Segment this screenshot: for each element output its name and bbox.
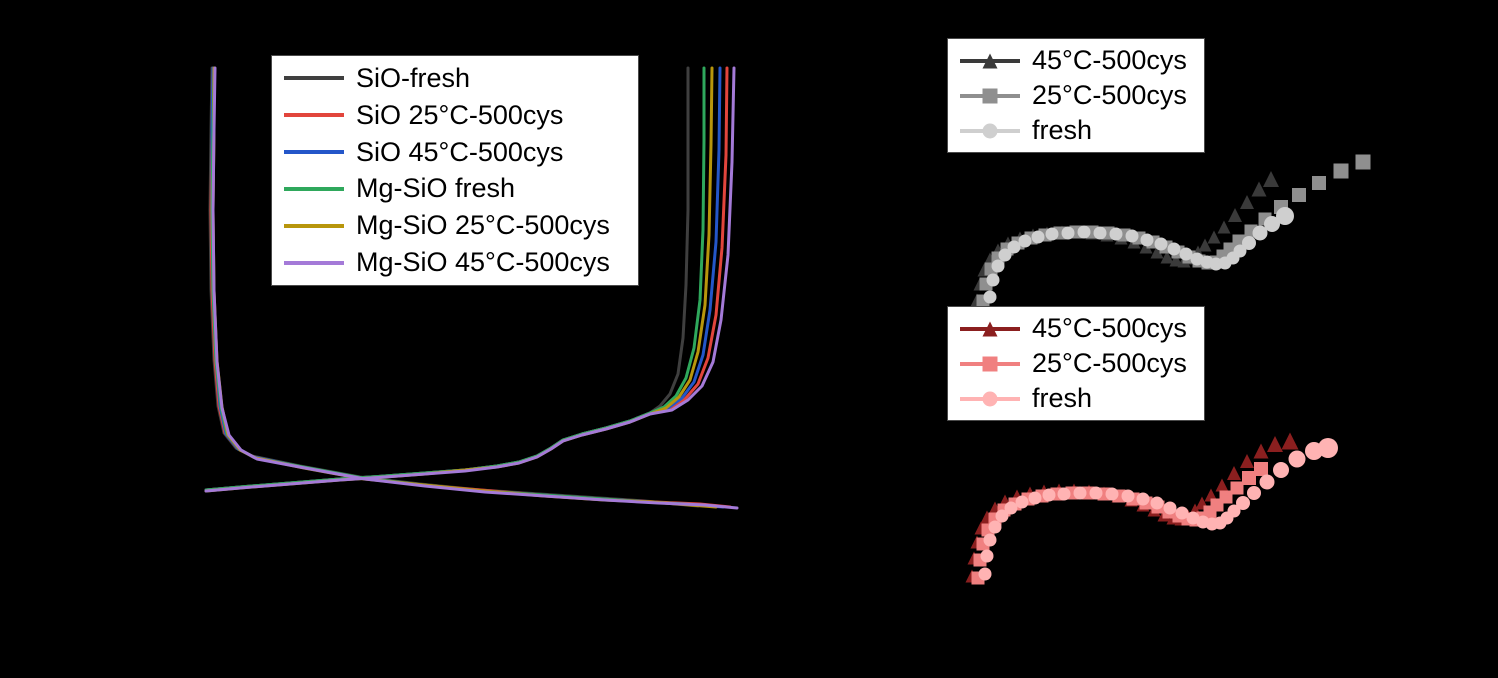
legend-item: 25°C-500cys [958, 346, 1194, 381]
square-marker-swatch [958, 85, 1022, 107]
legend-item: 25°C-500cys [958, 78, 1194, 113]
circle-marker-swatch [958, 388, 1022, 410]
legend-label: 45°C-500cys [1032, 45, 1187, 75]
legend-item: SiO 25°C-500cys [282, 97, 628, 134]
square-marker-swatch [958, 353, 1022, 375]
legend-label: fresh [1032, 383, 1093, 413]
legend-item: SiO 45°C-500cys [282, 134, 628, 171]
legend-item: Mg-SiO 45°C-500cys [282, 244, 628, 281]
legend-voltage-profiles: SiO-fresh SiO 25°C-500cys SiO 45°C-500cy… [271, 55, 639, 286]
line-swatch [282, 252, 346, 274]
legend-label: 25°C-500cys [1032, 348, 1187, 378]
legend-item: SiO-fresh [282, 60, 628, 97]
triangle-marker-swatch [958, 318, 1022, 340]
line-swatch [282, 215, 346, 237]
legend-item: 45°C-500cys [958, 311, 1194, 346]
legend-impedance-gray: 45°C-500cys 25°C-500cys fresh [947, 38, 1205, 153]
triangle-marker-swatch [958, 50, 1022, 72]
legend-label: 25°C-500cys [1032, 80, 1187, 110]
legend-item: fresh [958, 113, 1194, 148]
line-swatch [282, 178, 346, 200]
legend-item: Mg-SiO 25°C-500cys [282, 207, 628, 244]
legend-label: Mg-SiO 25°C-500cys [356, 210, 610, 241]
legend-label: 45°C-500cys [1032, 313, 1187, 343]
legend-label: SiO-fresh [356, 62, 471, 93]
legend-item: Mg-SiO fresh [282, 170, 628, 207]
circle-marker-swatch [958, 120, 1022, 142]
line-swatch [282, 104, 346, 126]
legend-label: fresh [1032, 115, 1093, 145]
legend-label: SiO 45°C-500cys [356, 136, 564, 167]
legend-impedance-red: 45°C-500cys 25°C-500cys fresh [947, 306, 1205, 421]
legend-label: SiO 25°C-500cys [356, 99, 564, 130]
line-swatch [282, 141, 346, 163]
line-swatch [282, 67, 346, 89]
legend-label: Mg-SiO fresh [356, 173, 516, 204]
legend-item: 45°C-500cys [958, 43, 1194, 78]
legend-label: Mg-SiO 45°C-500cys [356, 247, 610, 278]
legend-item: fresh [958, 381, 1194, 416]
